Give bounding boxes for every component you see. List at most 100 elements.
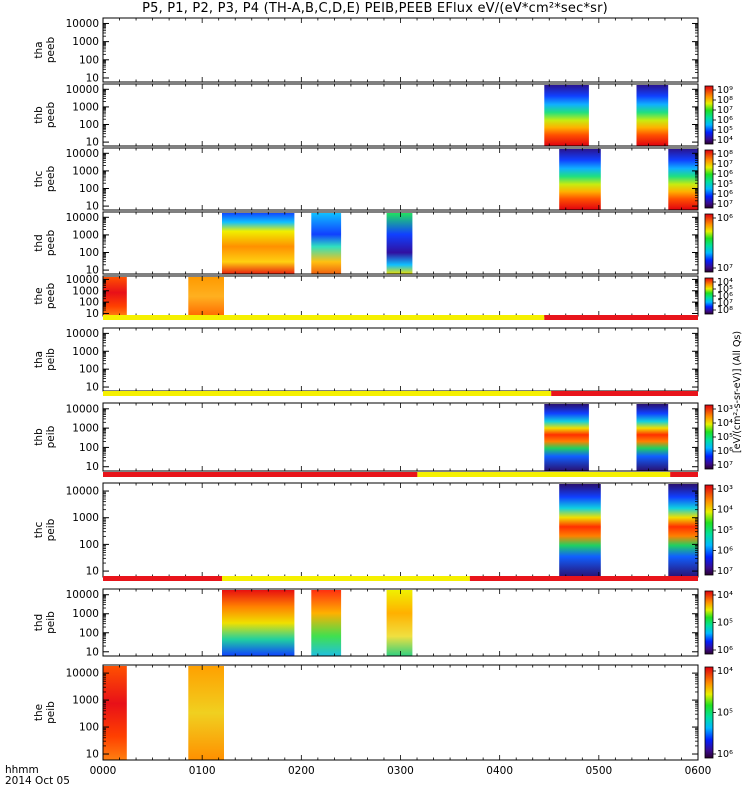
panel-label: thbpeeb [33, 102, 57, 129]
panel-label-probe: tha [33, 41, 45, 58]
y-tick-label: 1000 [72, 608, 99, 620]
x-tick-label: 0300 [387, 765, 414, 777]
colorbar-title-peeb: [eV/(cm²-s-sr-eV)] (All Qs) [732, 331, 743, 453]
y-tick-label: 100 [79, 364, 99, 376]
panel-label-probe: the [33, 287, 45, 304]
panel-label-probe: thb [33, 106, 45, 124]
colorbar-tick-label: 10⁴ [717, 135, 733, 146]
colorbar-tick-label: 10⁵ [717, 525, 733, 536]
y-tick-label: 10000 [66, 212, 99, 224]
colorbar-tick-label: 10⁴ [717, 666, 733, 677]
panel-label: thepeeb [33, 283, 57, 310]
panel-thb-peib: 10 100 1000 10000 thbpeib 10⁷ 10⁶ 10⁵ 10⁴ 10³ [33, 391, 733, 473]
colorbar-tick-label: 10⁸ [717, 305, 733, 316]
panel-frame [102, 482, 699, 578]
colorbar-tick-label: 10⁵ [717, 432, 733, 443]
panel-frame [102, 83, 699, 147]
panel-label-instrument: peeb [45, 102, 57, 129]
colorbar-tick-label: 10⁷ [717, 566, 733, 577]
colorbar-tick-label: 10⁶ [717, 169, 733, 180]
y-tick-label: 10 [86, 137, 99, 149]
y-tick-label: 10000 [66, 274, 99, 286]
colorbar [704, 277, 714, 315]
status-bar-segment [103, 472, 418, 477]
colorbar-tick-label: 10⁶ [717, 115, 733, 126]
panel-label-instrument: peib [45, 518, 57, 541]
colorbar-tick-label: 10⁷ [717, 159, 733, 170]
y-tick-label: 10 [86, 72, 99, 84]
chart-title: P5, P1, P2, P3, P4 (TH-A,B,C,D,E) PEIB,P… [142, 1, 608, 16]
spectrogram-block [636, 85, 669, 146]
panel-label: thapeeb [33, 37, 57, 64]
y-tick-label: 10 [86, 646, 99, 658]
y-tick-label: 10000 [66, 84, 99, 96]
x-tick-label: 0600 [685, 765, 712, 777]
panel-tha-peeb: 10 100 1000 10000 thapeeb [33, 17, 699, 84]
colorbar-tick-label: 10³ [717, 404, 733, 415]
y-tick-label: 10 [86, 566, 99, 578]
spectrogram-block [188, 666, 224, 760]
spectrogram-block [311, 590, 342, 656]
y-tick-label: 10 [86, 265, 99, 277]
spectrogram-block [544, 404, 589, 471]
y-tick-label: 1000 [72, 229, 99, 241]
y-tick-label: 10 [86, 749, 99, 761]
colorbar-tick-label: 10⁸ [717, 149, 733, 160]
x-tick-label: 0100 [189, 765, 216, 777]
colorbar-tick-label: 10⁸ [717, 95, 733, 106]
y-tick-label: 100 [79, 183, 99, 195]
y-tick-label: 1000 [72, 101, 99, 113]
panel-label-instrument: peeb [45, 283, 57, 310]
y-tick-label: 100 [79, 247, 99, 259]
panel-frame [102, 17, 699, 83]
status-bar-segment [417, 472, 671, 477]
colorbar-tick-label: 10³ [717, 484, 733, 495]
status-bar-segment [551, 391, 698, 396]
x-tick-label: 0400 [486, 765, 513, 777]
y-tick-label: 1000 [72, 423, 99, 435]
panel-frame [102, 147, 699, 211]
spectrogram-block [544, 85, 589, 146]
panel-label-instrument: peeb [45, 230, 57, 257]
x-tick-label: 0200 [288, 765, 315, 777]
spectrogram-block [636, 404, 669, 471]
colorbar [704, 85, 714, 145]
colorbar-tick-label: 10⁶ [717, 749, 733, 760]
status-bar-segment [670, 472, 698, 477]
colorbar-tick-label: 10⁵ [717, 284, 733, 295]
spectrogram-block [103, 277, 127, 316]
panel-label-instrument: peib [45, 701, 57, 724]
y-tick-label: 1000 [72, 346, 99, 358]
panel-label: thcpeeb [33, 166, 57, 193]
panel-label-probe: tha [33, 351, 45, 368]
colorbar-tick-label: 10⁴ [717, 505, 733, 516]
colorbar-tick-label: 10⁷ [717, 199, 733, 210]
y-tick-label: 10000 [66, 328, 99, 340]
colorbar-tick-label: 10⁶ [717, 645, 733, 656]
x-tick-label: 0000 [90, 765, 117, 777]
panel-frame [102, 327, 699, 392]
status-bar-segment [103, 315, 545, 320]
y-tick-label: 1000 [72, 695, 99, 707]
y-tick-label: 10000 [66, 486, 99, 498]
y-tick-label: 10 [86, 461, 99, 473]
y-tick-label: 10 [86, 201, 99, 213]
y-tick-label: 10000 [66, 148, 99, 160]
colorbar-tick-label: 10⁵ [717, 125, 733, 136]
colorbar [704, 590, 714, 655]
panel-frame [102, 402, 699, 472]
colorbar-tick-label: 10⁵ [717, 179, 733, 190]
y-tick-label: 100 [79, 442, 99, 454]
y-tick-label: 10000 [66, 403, 99, 415]
spectrogram-block [668, 149, 699, 210]
colorbar-tick-label: 10⁴ [717, 590, 733, 601]
colorbar [704, 484, 714, 576]
panel-thc-peib: 10 100 1000 10000 thcpeib 10⁷ 10⁶ 10⁵ 10⁴ 10³ [33, 472, 733, 578]
panel-label-instrument: peib [45, 348, 57, 371]
y-tick-label: 100 [79, 297, 99, 309]
y-tick-label: 10000 [66, 18, 99, 30]
colorbar-tick-label: 10⁵ [717, 708, 733, 719]
spectrogram-block [222, 213, 295, 274]
